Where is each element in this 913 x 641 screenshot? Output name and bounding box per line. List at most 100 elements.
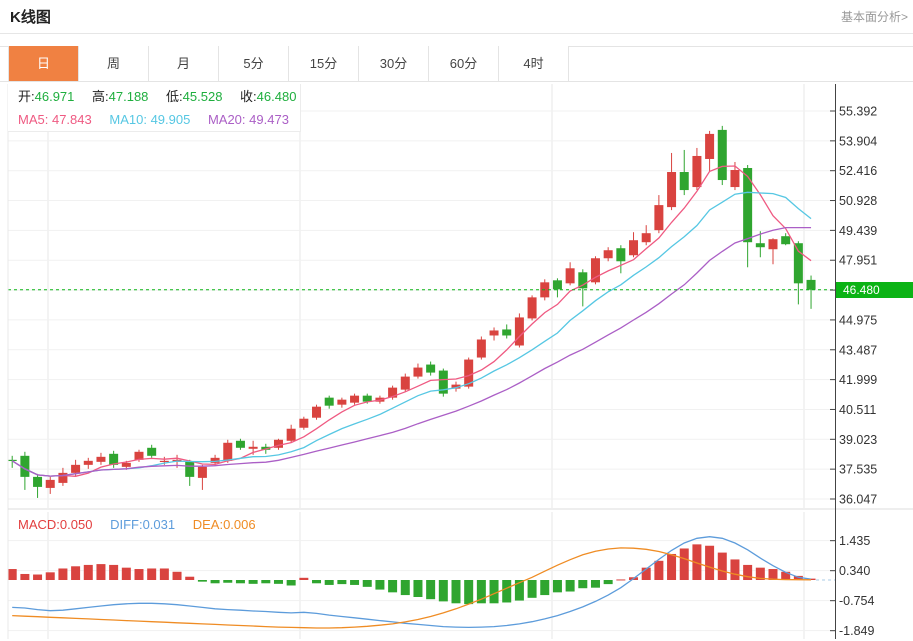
candle-body xyxy=(7,459,17,462)
candle-body xyxy=(692,155,702,188)
tab-interval-日[interactable]: 日 xyxy=(9,46,79,81)
candle-body xyxy=(20,455,30,477)
macd-bar xyxy=(172,571,182,580)
macd-bar xyxy=(261,580,271,584)
fundamental-analysis-link[interactable]: 基本面分析> xyxy=(840,10,908,24)
macd-bar xyxy=(362,580,372,587)
open-value: 46.971 xyxy=(34,89,75,104)
macd-bar xyxy=(83,564,93,580)
candle-body xyxy=(552,280,562,290)
macd-label: MACD: xyxy=(18,517,60,532)
macd-legend: MACD:0.050 DIFF:0.031 DEA:0.006 xyxy=(8,513,438,537)
ma5-label: MA5: xyxy=(18,112,49,127)
macd-bar xyxy=(578,580,588,589)
axis-tick-label: 40.511 xyxy=(839,403,876,417)
candle-body xyxy=(337,399,347,405)
ohlc-ma-legend: 开:46.971 高:47.188 低:45.528 收:46.480 MA5:… xyxy=(8,84,301,132)
macd-bar xyxy=(388,580,398,593)
macd-bar xyxy=(324,580,334,585)
macd-bar xyxy=(426,580,436,600)
macd-bar xyxy=(755,567,765,580)
current-price-badge: 46.480 xyxy=(836,282,913,298)
macd-bar xyxy=(235,580,245,584)
macd-bar xyxy=(527,580,537,598)
macd-bar xyxy=(33,574,43,580)
macd-bar xyxy=(413,580,423,597)
macd-bar xyxy=(7,569,17,580)
tab-interval-周[interactable]: 周 xyxy=(79,46,149,81)
candle-body xyxy=(768,239,778,250)
macd-value: 0.050 xyxy=(59,517,93,532)
tab-interval-5分[interactable]: 5分 xyxy=(219,46,289,81)
macd-bar xyxy=(692,544,702,580)
macd-bar xyxy=(210,580,220,584)
candle-body xyxy=(96,456,106,462)
tab-interval-15分[interactable]: 15分 xyxy=(289,46,359,81)
candle-body xyxy=(185,461,195,477)
candle-body xyxy=(312,406,322,418)
tabbar-bottom-border xyxy=(0,81,913,82)
candle-body xyxy=(679,172,689,191)
candle-body xyxy=(464,359,474,387)
macd-bar xyxy=(350,580,360,585)
candle-body xyxy=(717,129,727,181)
macd-bar xyxy=(312,580,322,584)
tab-interval-月[interactable]: 月 xyxy=(149,46,219,81)
diff-label: DIFF: xyxy=(110,517,143,532)
macd-bar xyxy=(248,580,258,584)
macd-bar xyxy=(451,580,461,604)
low-value: 45.528 xyxy=(182,89,223,104)
candle-body xyxy=(261,446,271,450)
candle-body xyxy=(438,370,448,394)
tab-interval-60分[interactable]: 60分 xyxy=(429,46,499,81)
header: K线图 基本面分析> xyxy=(0,0,913,34)
macd-bar xyxy=(464,580,474,605)
macd-bar xyxy=(705,545,715,580)
candle-body xyxy=(793,243,803,284)
candle-body xyxy=(400,376,410,390)
macd-bar xyxy=(514,580,524,601)
tab-interval-30分[interactable]: 30分 xyxy=(359,46,429,81)
macd-bar xyxy=(197,580,207,582)
candle-body xyxy=(629,240,639,256)
macd-bar xyxy=(743,564,753,580)
macd-bar xyxy=(616,579,626,581)
macd-bar xyxy=(438,580,448,602)
macd-bar xyxy=(223,580,233,583)
axis-tick-label: 37.535 xyxy=(839,463,877,477)
macd-bar xyxy=(717,552,727,580)
candle-body xyxy=(109,453,119,465)
close-value: 46.480 xyxy=(256,89,297,104)
axis-tick-label: 1.435 xyxy=(839,534,870,548)
macd-bar xyxy=(337,580,347,585)
candle-body xyxy=(324,397,334,406)
interval-tab-bar: 日周月 5分 15分 30分 60分 4时 xyxy=(8,46,569,81)
candle-body xyxy=(527,297,537,319)
macd-bar xyxy=(109,564,119,580)
ma10-value: 49.905 xyxy=(150,112,191,127)
macd-bar xyxy=(299,577,309,580)
candle-body xyxy=(502,329,512,336)
ma10-line xyxy=(11,191,812,477)
axis-tick-label: -0.754 xyxy=(839,594,874,608)
axis-tick-label: 50.928 xyxy=(839,194,877,208)
ma20-line xyxy=(11,226,812,477)
macd-bar xyxy=(730,559,740,580)
ma20-label: MA20: xyxy=(207,112,246,127)
axis-tick-label: 53.904 xyxy=(839,134,877,148)
candle-body xyxy=(781,236,791,245)
ma-row: MA5: 47.843 MA10: 49.905 MA20: 49.473 xyxy=(18,112,289,127)
macd-bar xyxy=(400,580,410,596)
candle-body xyxy=(58,472,68,483)
candle-body xyxy=(197,466,207,478)
candle-body xyxy=(223,442,233,461)
candle-body xyxy=(616,248,626,262)
candle-body xyxy=(159,460,169,463)
dea-value: 0.006 xyxy=(223,517,256,532)
tab-interval-4时[interactable]: 4时 xyxy=(499,46,569,81)
macd-bar xyxy=(679,548,689,580)
candle-body xyxy=(755,243,765,248)
high-value: 47.188 xyxy=(108,89,149,104)
candle-body xyxy=(806,279,816,290)
